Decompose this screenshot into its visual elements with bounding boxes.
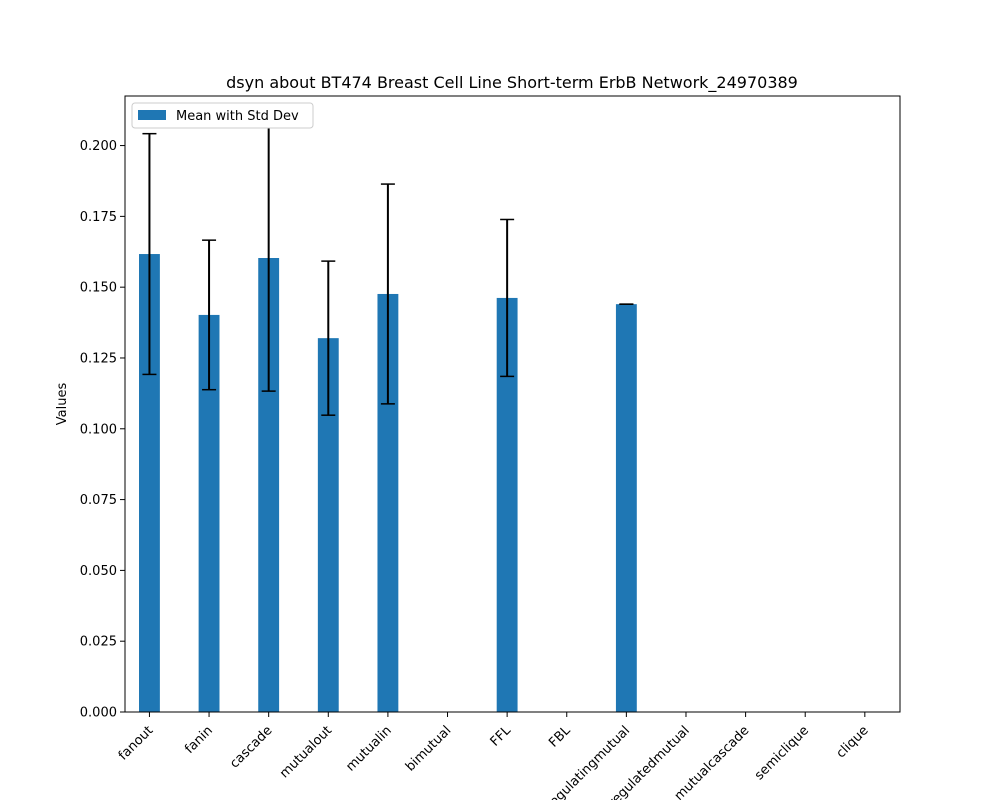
y-tick-label: 0.000 (80, 706, 117, 721)
y-tick-label: 0.150 (80, 281, 117, 296)
x-tick-label: FBL (546, 723, 574, 751)
bar (377, 293, 399, 712)
y-tick-label: 0.050 (80, 564, 117, 579)
bar (317, 338, 339, 712)
y-tick-label: 0.075 (80, 493, 117, 508)
x-tick-label: semiclique (752, 723, 812, 783)
x-tick-label: clique (834, 723, 872, 761)
legend-frame (131, 102, 314, 129)
legend: Mean with Std Dev (131, 102, 314, 129)
chart-title: dsyn about BT474 Breast Cell Line Short-… (226, 73, 798, 93)
x-tick-label: cascade (227, 723, 275, 771)
y-axis-label: Values (55, 383, 70, 426)
x-tick-label: fanin (182, 723, 216, 757)
bar (615, 304, 637, 712)
y-tick-label: 0.175 (80, 210, 117, 225)
y-tick-label: 0.025 (80, 635, 117, 650)
x-tick-label: fanout (116, 723, 156, 763)
legend-label: Mean with Std Dev (176, 109, 299, 124)
plot-area: 0.000 0.025 0.050 0.075 0.100 0.125 0.150 0.175… (80, 95, 901, 800)
bar (258, 258, 280, 712)
x-tick-label: bimutual (403, 723, 454, 774)
y-tick-label: 0.100 (80, 422, 117, 437)
x-tick-label: mutualin (343, 723, 394, 774)
y-tick-label: 0.125 (80, 351, 117, 366)
x-tick-label: mutualout (277, 723, 335, 781)
bar (139, 254, 160, 712)
bar (496, 297, 518, 712)
bar (198, 314, 220, 712)
x-tick-label: FFL (488, 723, 515, 750)
axes-frame (124, 95, 901, 713)
y-tick-label: 0.200 (80, 139, 117, 154)
legend-swatch (138, 110, 166, 120)
